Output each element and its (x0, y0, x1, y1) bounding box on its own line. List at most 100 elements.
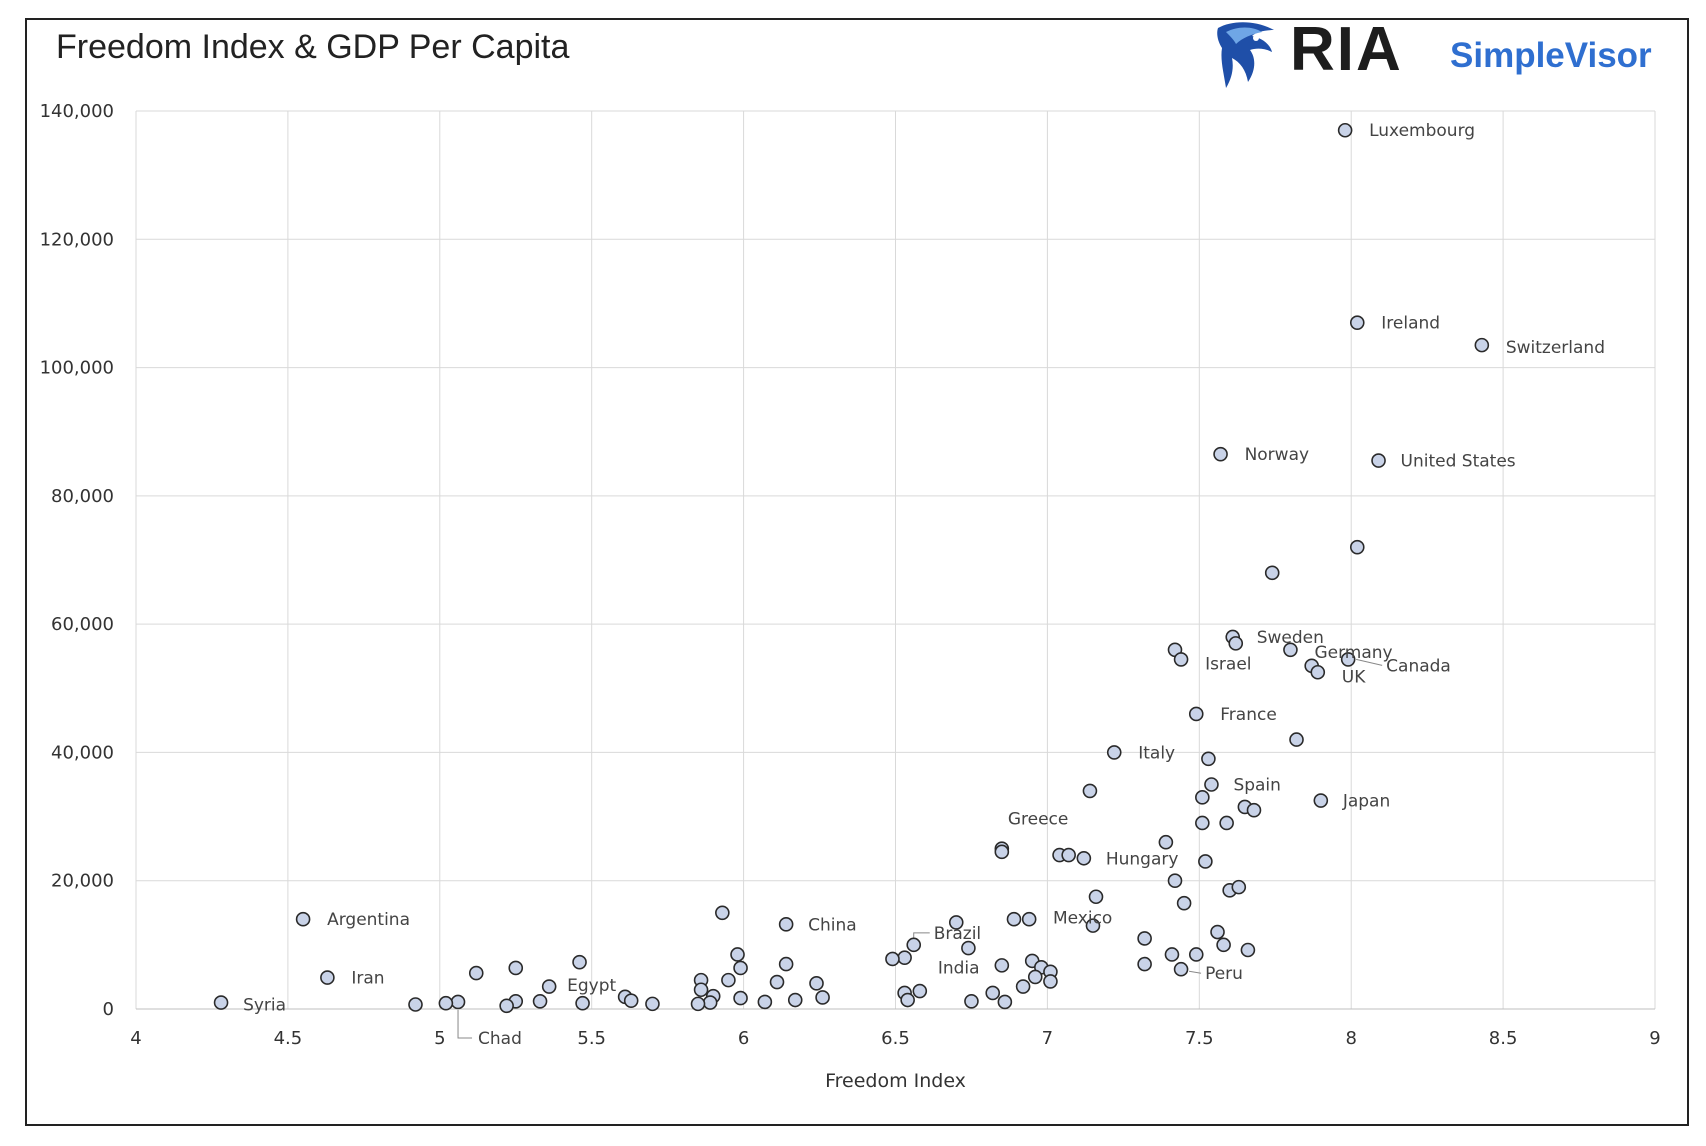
data-point (1082, 783, 1098, 799)
data-point (693, 982, 709, 998)
x-tick-label: 6 (738, 1028, 749, 1049)
data-point (815, 990, 830, 1005)
chart-title: Freedom Index & GDP Per Capita (56, 28, 570, 66)
data-point (994, 844, 1010, 860)
data-point (1474, 337, 1490, 353)
data-label: Greece (1008, 810, 1069, 830)
data-point (295, 911, 311, 927)
data-point (1176, 895, 1192, 911)
data-point (721, 972, 736, 988)
data-point (1371, 453, 1386, 468)
data-label: Brazil (934, 924, 981, 944)
data-point (1228, 636, 1244, 651)
data-label: Peru (1205, 964, 1243, 984)
data-label: Egypt (567, 976, 616, 996)
chart-frame (25, 18, 1689, 1126)
data-point (1195, 790, 1210, 805)
leader-line (913, 932, 930, 939)
data-point (912, 983, 928, 999)
data-label: Switzerland (1506, 338, 1605, 358)
data-point (994, 958, 1010, 973)
data-point (1240, 942, 1256, 958)
data-label: Syria (243, 996, 286, 1016)
y-tick-label: 40,000 (51, 742, 114, 763)
data-point (906, 937, 922, 953)
brand-product: SimpleVisor (1450, 36, 1652, 75)
data-point (885, 951, 900, 967)
data-point (532, 994, 548, 1009)
data-point (769, 974, 785, 990)
data-point (1201, 751, 1216, 767)
data-point (1173, 961, 1189, 977)
data-label: Spain (1233, 776, 1281, 796)
data-point (499, 998, 514, 1014)
data-label: Hungary (1106, 849, 1179, 869)
axes: 4 4.5 5 5.5 6 6.5 7 7.5 8 8.5 9 0 20,000 40,000 60,000… (40, 101, 1661, 1049)
data-point (1283, 642, 1298, 658)
data-point (1188, 947, 1204, 962)
data-point (575, 995, 590, 1011)
data-point (541, 979, 557, 994)
x-tick-label: 5 (434, 1028, 445, 1049)
brand-name: RIA (1290, 15, 1403, 84)
y-tick-label: 80,000 (51, 486, 114, 507)
grid-lines (135, 110, 1656, 1010)
data-point (1204, 777, 1219, 792)
data-point (1246, 802, 1262, 818)
y-tick-label: 20,000 (51, 871, 114, 892)
data-point (1349, 315, 1365, 330)
data-labels: Luxembourg Ireland Switzerland Norway United… (243, 121, 1605, 1049)
data-point (1076, 850, 1092, 866)
data-label: Canada (1386, 656, 1451, 676)
data-label: Israel (1205, 654, 1251, 674)
data-point (964, 994, 979, 1009)
x-tick-label: 8 (1345, 1028, 1356, 1049)
data-label: Ireland (1381, 314, 1440, 334)
leader-line (457, 1009, 473, 1039)
data-label: Japan (1342, 792, 1390, 812)
x-tick-label: 6.5 (881, 1028, 910, 1049)
data-point (1264, 565, 1280, 581)
data-label: Germany (1314, 643, 1392, 663)
data-points (213, 122, 1490, 1014)
data-point (645, 996, 660, 1012)
data-point (897, 950, 912, 965)
leader-line (1188, 970, 1202, 974)
data-point (213, 995, 229, 1010)
data-point (1310, 664, 1326, 680)
data-point (1006, 911, 1022, 927)
x-tick-label: 9 (1649, 1028, 1660, 1049)
data-point (702, 995, 718, 1010)
data-point (1158, 834, 1174, 850)
data-label: India (938, 958, 980, 978)
x-tick-label: 8.5 (1489, 1028, 1518, 1049)
leader-line (1356, 658, 1383, 666)
data-point (1349, 539, 1365, 555)
data-point (778, 917, 794, 932)
x-tick-label: 5.5 (577, 1028, 606, 1049)
y-tick-label: 120,000 (40, 229, 114, 250)
data-point (1340, 652, 1356, 667)
data-point (450, 994, 466, 1010)
data-point (1085, 918, 1101, 933)
y-tick-label: 140,000 (40, 101, 114, 122)
data-label: Mexico (1053, 909, 1112, 929)
data-label: Italy (1138, 743, 1175, 763)
data-point (1137, 956, 1152, 972)
data-point (1015, 979, 1031, 994)
data-point (408, 997, 423, 1012)
data-point (809, 976, 824, 991)
data-point (1088, 889, 1104, 905)
data-point (438, 995, 454, 1011)
data-point (1173, 652, 1189, 667)
data-label: United States (1401, 452, 1516, 472)
data-point (508, 960, 524, 976)
data-point (778, 956, 794, 972)
data-point (733, 990, 748, 1006)
data-point (1137, 931, 1152, 946)
data-point (1231, 879, 1247, 895)
data-point (985, 985, 1001, 1001)
data-label: Chad (478, 1029, 522, 1049)
data-point (997, 994, 1013, 1010)
data-point (1164, 947, 1180, 962)
